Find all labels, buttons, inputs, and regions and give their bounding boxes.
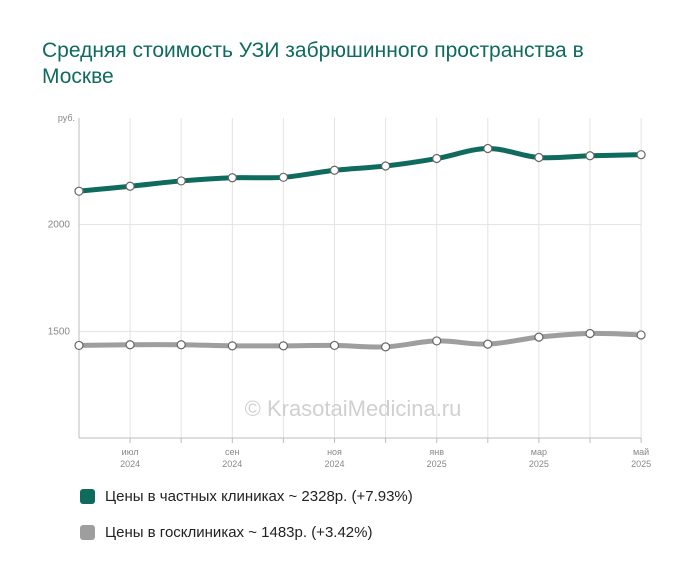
watermark: © KrasotaiMedicina.ru (245, 396, 462, 421)
data-point[interactable] (329, 340, 340, 351)
data-point[interactable] (329, 165, 340, 175)
series-line-1 (76, 330, 644, 350)
series-line-0 (76, 146, 644, 194)
x-tick-label-year: 2025 (631, 459, 651, 469)
series-lines (76, 146, 644, 350)
data-point[interactable] (432, 153, 442, 164)
x-tick-label-month: июл (122, 447, 139, 457)
y-tick-labels: руб. 2000 1500 (48, 113, 75, 337)
data-point[interactable] (227, 173, 237, 183)
legend-item-public[interactable]: Цены в госклиниках ~ 1483р. (+3.42%) (80, 524, 372, 541)
x-tick-label-month: ноя (327, 447, 342, 457)
x-tick-label-month: мар (531, 447, 547, 457)
x-tick-label-month: янв (429, 447, 444, 457)
data-point[interactable] (585, 328, 595, 339)
data-point[interactable] (278, 341, 288, 351)
data-point[interactable] (125, 181, 135, 191)
data-point[interactable] (278, 172, 288, 182)
data-point[interactable] (636, 150, 646, 160)
legend-item-private[interactable]: Цены в частных клиниках ~ 2328р. (+7.93%… (80, 488, 413, 505)
x-tick-label-year: 2025 (427, 459, 447, 469)
chart-title: Средняя стоимость УЗИ забрюшинного прост… (42, 39, 584, 88)
data-point[interactable] (585, 151, 595, 161)
x-tick-labels: июл 2024 сен 2024 ноя 2024 янв 2025 мар 2025 май 20… (120, 447, 651, 469)
data-point[interactable] (381, 161, 391, 171)
x-tick-label-month: май (633, 447, 649, 457)
y-axis-unit-label: руб. (58, 113, 75, 123)
data-point[interactable] (483, 339, 493, 349)
data-point[interactable] (432, 336, 442, 346)
x-tick-label-year: 2025 (529, 459, 549, 469)
data-point[interactable] (176, 176, 186, 186)
axes (78, 118, 642, 443)
data-point[interactable] (483, 143, 493, 154)
data-point[interactable] (381, 342, 391, 352)
x-tick-label-month: сен (225, 447, 240, 457)
legend-swatch-private (80, 489, 95, 504)
x-tick-label-year: 2024 (324, 459, 344, 469)
data-point[interactable] (74, 186, 84, 196)
legend-label-public: Цены в госклиниках ~ 1483р. (+3.42%) (105, 524, 373, 541)
data-point[interactable] (227, 341, 237, 351)
legend-label-private: Цены в частных клиниках ~ 2328р. (+7.93%… (105, 488, 413, 505)
legend-swatch-public (80, 525, 95, 540)
x-tick-label-year: 2024 (222, 459, 242, 469)
data-point[interactable] (534, 332, 544, 342)
grid-lines (79, 118, 642, 438)
data-point[interactable] (74, 340, 84, 351)
data-point[interactable] (534, 152, 544, 163)
x-tick-label-year: 2024 (120, 459, 140, 469)
data-point[interactable] (636, 330, 646, 340)
data-point[interactable] (125, 340, 135, 350)
y-tick-label: 1500 (48, 326, 71, 337)
series-points (74, 143, 646, 352)
data-point[interactable] (176, 340, 186, 350)
y-tick-label: 2000 (48, 220, 71, 231)
